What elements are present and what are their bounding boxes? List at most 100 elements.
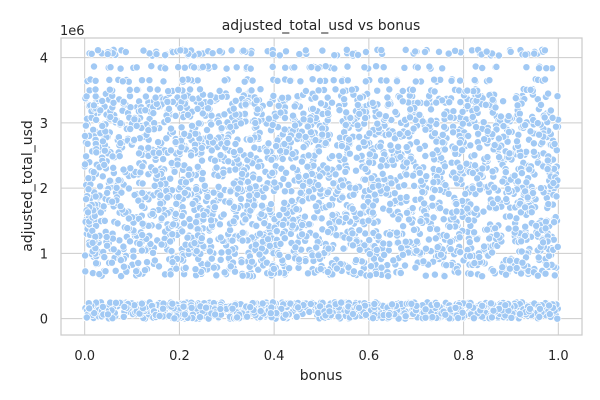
data-point <box>478 272 487 281</box>
data-point <box>292 205 301 214</box>
data-point <box>161 51 170 60</box>
data-point <box>264 235 272 244</box>
data-point <box>392 228 401 237</box>
data-point <box>311 93 320 102</box>
data-point <box>553 92 562 101</box>
data-point <box>102 233 111 241</box>
data-point <box>391 108 400 116</box>
data-point <box>534 253 543 262</box>
data-point <box>149 109 158 118</box>
data-point <box>255 250 264 259</box>
data-point <box>81 121 90 130</box>
data-point <box>156 191 165 200</box>
data-point <box>200 181 209 190</box>
data-point <box>483 225 492 234</box>
data-point <box>138 202 146 211</box>
data-point <box>228 304 237 313</box>
data-point <box>82 195 91 204</box>
data-point <box>290 102 299 111</box>
data-point <box>341 167 350 176</box>
data-point <box>355 109 364 118</box>
data-point <box>92 148 101 157</box>
data-point <box>257 210 266 219</box>
data-point <box>214 182 223 191</box>
data-point <box>198 156 206 165</box>
data-point <box>343 62 352 71</box>
data-point <box>270 178 279 187</box>
data-point <box>418 188 427 196</box>
y-tick-label: 2 <box>40 182 48 197</box>
data-point <box>323 268 332 276</box>
data-point <box>378 169 387 178</box>
data-point <box>281 310 290 319</box>
data-point <box>100 160 109 169</box>
data-point <box>203 192 212 201</box>
data-point <box>210 203 219 212</box>
data-point <box>411 263 420 272</box>
data-point <box>166 270 175 279</box>
data-point <box>180 129 189 138</box>
data-point <box>278 155 287 163</box>
data-point <box>206 91 215 100</box>
data-point <box>345 149 354 158</box>
data-point <box>340 95 349 104</box>
data-point <box>212 271 221 280</box>
data-point <box>436 204 445 213</box>
data-point <box>383 184 392 193</box>
data-point <box>550 140 559 148</box>
data-point <box>220 110 229 119</box>
data-point <box>229 104 238 113</box>
data-point <box>390 189 399 198</box>
data-point <box>335 152 344 160</box>
data-point <box>226 122 235 131</box>
data-point <box>137 246 146 255</box>
data-point <box>141 266 149 275</box>
data-point <box>504 185 512 193</box>
data-point <box>499 97 508 106</box>
data-point <box>410 181 419 190</box>
data-point <box>361 229 370 238</box>
data-point <box>507 313 516 322</box>
data-point <box>455 163 464 172</box>
data-point <box>183 110 192 119</box>
x-tick-label: 0.0 <box>74 349 95 364</box>
data-point <box>186 85 195 94</box>
data-point <box>415 144 424 153</box>
data-point <box>438 64 447 73</box>
data-point <box>124 214 133 223</box>
data-point <box>361 164 370 173</box>
data-point <box>138 231 147 239</box>
data-point <box>135 149 143 158</box>
data-point <box>222 64 231 73</box>
data-point <box>98 302 107 311</box>
data-point <box>332 231 341 240</box>
data-point <box>493 194 502 203</box>
data-point <box>192 218 201 227</box>
data-point <box>379 63 388 72</box>
y-axis-ticks: 0 1 2 3 4 <box>40 52 48 328</box>
data-point <box>398 250 407 259</box>
data-point <box>224 247 233 256</box>
data-point <box>139 46 148 55</box>
data-point <box>356 209 365 218</box>
data-point <box>527 208 536 217</box>
data-point <box>96 182 105 191</box>
data-point <box>81 267 90 276</box>
data-point <box>446 245 455 254</box>
data-point <box>490 141 499 150</box>
data-point <box>98 97 107 105</box>
data-point <box>155 262 163 271</box>
data-point <box>375 110 384 119</box>
data-point <box>107 258 116 267</box>
data-point <box>536 304 544 313</box>
data-point <box>456 98 465 107</box>
data-point <box>399 222 408 231</box>
data-point <box>204 104 213 113</box>
data-point <box>265 99 274 108</box>
data-point <box>369 201 377 210</box>
data-point <box>446 237 455 246</box>
data-point <box>169 220 178 229</box>
data-point <box>478 301 487 310</box>
data-point <box>267 200 276 209</box>
data-point <box>98 172 107 181</box>
